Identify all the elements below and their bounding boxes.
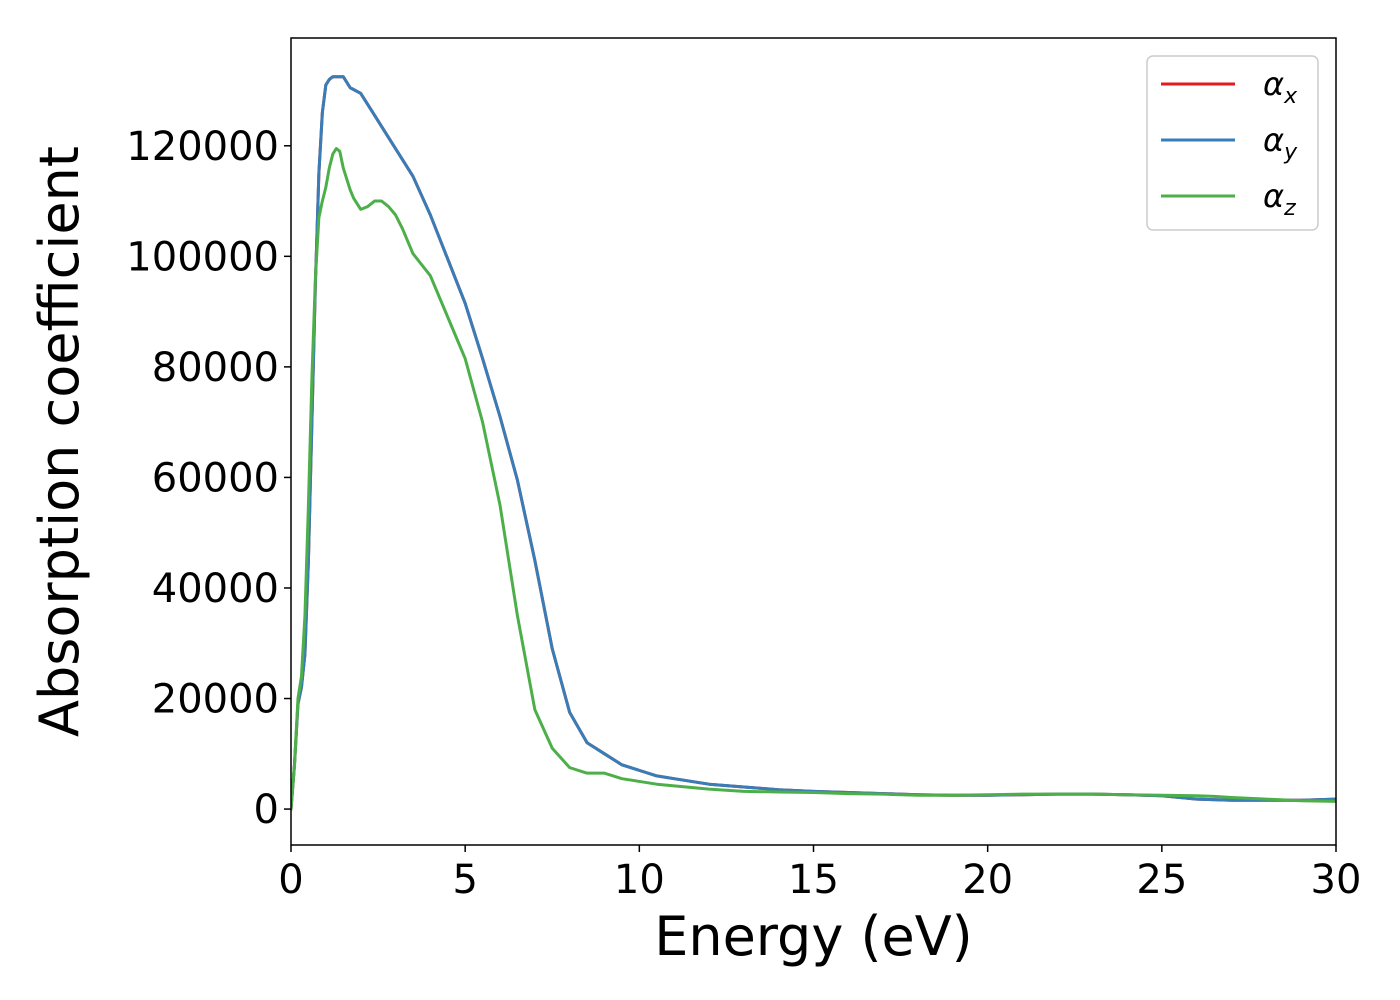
y-tick-label: 0 bbox=[254, 787, 279, 833]
x-tick-label: 30 bbox=[1311, 857, 1362, 903]
x-tick-label: 0 bbox=[278, 857, 303, 903]
x-tick-label: 20 bbox=[962, 857, 1013, 903]
series-line-z bbox=[291, 147, 1336, 811]
ticks-layer: 0 5 10 15 20 25 30 0 20000 40000 60000 80000 100000 1… bbox=[126, 124, 1361, 903]
y-tick-label: 100000 bbox=[126, 234, 279, 280]
y-tick-label: 120000 bbox=[126, 124, 279, 170]
y-tick-label: 80000 bbox=[152, 345, 279, 391]
legend-label-z: αz bbox=[1263, 177, 1296, 221]
legend: αx αy αz bbox=[1146, 55, 1319, 231]
legend-label-y: αy bbox=[1263, 121, 1298, 165]
x-axis-label: Energy (eV) bbox=[654, 905, 973, 968]
legend-label-x: αx bbox=[1263, 65, 1298, 109]
x-tick-label: 25 bbox=[1136, 857, 1187, 903]
y-tick-label: 60000 bbox=[152, 455, 279, 501]
y-axis-label: Absorption coefficient bbox=[28, 146, 91, 737]
x-tick-label: 15 bbox=[788, 857, 839, 903]
x-tick-label: 5 bbox=[452, 857, 477, 903]
y-tick-label: 40000 bbox=[152, 566, 279, 612]
y-tick-label: 20000 bbox=[152, 677, 279, 723]
series-layer bbox=[291, 75, 1336, 811]
x-tick-label: 10 bbox=[614, 857, 665, 903]
legend-box bbox=[1146, 55, 1319, 231]
